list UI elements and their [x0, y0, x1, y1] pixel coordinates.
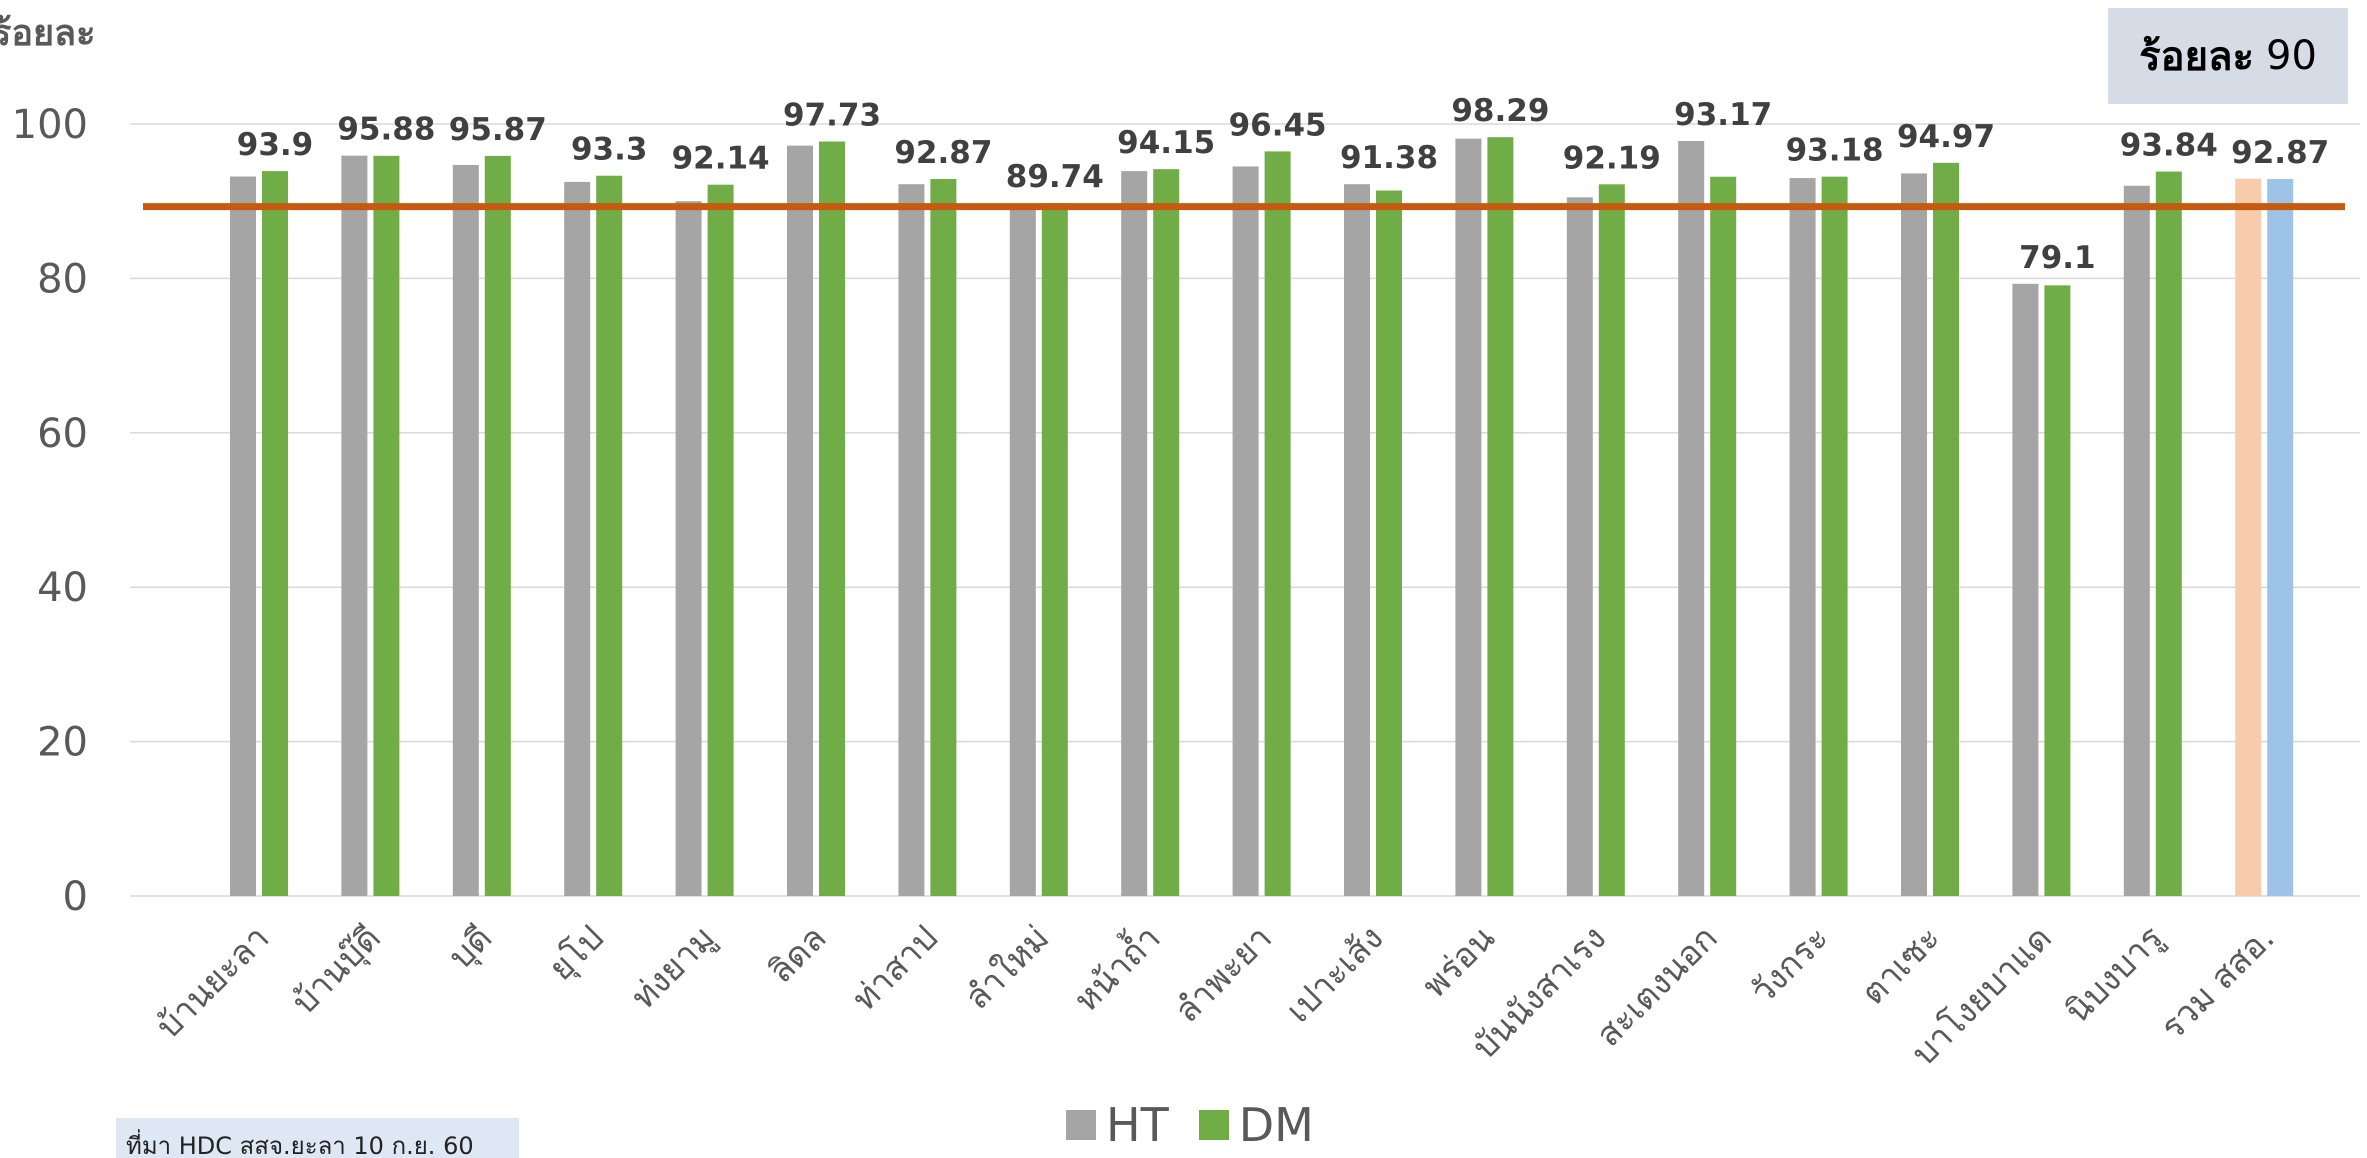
x-tick-label-0: บ้านยะลา	[149, 918, 278, 1047]
bar-dm-18	[2267, 179, 2294, 897]
bars	[230, 137, 2294, 897]
bar-dm-5	[819, 141, 845, 896]
bar-ht-12	[1566, 197, 1593, 897]
x-tick-label-8: หน้าถ้ำ	[1063, 915, 1169, 1021]
target-label-box: ร้อยละ 90	[2108, 8, 2348, 104]
data-label-0: 93.9	[237, 127, 314, 163]
bar-ht-4	[675, 201, 702, 896]
legend-label-dm: DM	[1238, 1098, 1314, 1152]
bar-dm-15	[1933, 162, 1959, 896]
bar-dm-14	[1821, 176, 1848, 897]
bar-ht-1	[341, 155, 368, 897]
bar-dm-6	[930, 179, 957, 897]
source-note: ที่มา HDC สสจ.ยะลา 10 ก.ย. 60	[116, 1118, 519, 1158]
bar-dm-16	[2044, 285, 2071, 896]
y-tick-label: 20	[37, 720, 88, 766]
y-axis-label: ร้อยละ	[0, 13, 96, 54]
data-label-15: 94.97	[1897, 119, 1995, 155]
x-tick-label-17: นิบงบารู	[2058, 918, 2171, 1031]
x-tick-label-1: บ้านบุ๊ดี	[284, 918, 388, 1022]
bar-ht-16	[2012, 283, 2039, 897]
x-tick-label-18: รวม สสอ.	[2153, 918, 2283, 1048]
data-labels: 93.9 95.88 95.87 93.3 92.14 97.73 92.87 89.74 94…	[237, 93, 2329, 276]
x-tick-label-11: พร่อน	[1415, 918, 1503, 1006]
data-label-6: 92.87	[894, 135, 992, 171]
data-label-2: 95.87	[449, 112, 547, 148]
bar-ht-0	[230, 176, 256, 897]
data-label-3: 93.3	[571, 132, 648, 168]
bar-dm-3	[596, 175, 623, 896]
bar-ht-8	[1121, 171, 1148, 897]
bar-dm-11	[1487, 137, 1514, 897]
x-tick-label-13: สะเตงนอก	[1589, 918, 1726, 1055]
data-label-13: 93.17	[1674, 97, 1772, 133]
x-tick-label-5: ลิดล	[761, 918, 834, 991]
bar-ht-6	[898, 184, 925, 896]
x-tick-label-15: ตาเซะ	[1854, 918, 1949, 1013]
bar-ht-13	[1678, 140, 1705, 896]
data-label-18: 92.87	[2231, 135, 2329, 171]
bar-dm-4	[707, 184, 734, 896]
data-label-16: 79.1	[2019, 240, 2096, 276]
bar-ht-15	[1901, 173, 1927, 896]
bar-dm-10	[1376, 190, 1402, 897]
y-tick-label: 100	[12, 102, 88, 148]
legend-item-dm: DM	[1198, 1098, 1314, 1152]
x-tick-label-9: ลำพะยา	[1167, 918, 1280, 1031]
y-tick-label: 40	[37, 565, 88, 611]
bar-dm-13	[1710, 176, 1737, 896]
target-label-value: 90	[2266, 33, 2317, 79]
data-label-14: 93.18	[1786, 133, 1884, 169]
y-axis-ticks: 0 20 40 60 80 100	[12, 102, 88, 920]
y-tick-label: 0	[63, 874, 88, 920]
bar-dm-0	[262, 171, 288, 897]
bar-ht-9	[1232, 166, 1259, 896]
bar-dm-17	[2155, 171, 2182, 897]
bar-dm-1	[373, 155, 400, 896]
data-label-7: 89.74	[1006, 159, 1104, 195]
x-tick-label-4: ท่งยามู	[624, 918, 723, 1017]
legend-label-ht: HT	[1106, 1098, 1169, 1152]
data-label-4: 92.14	[672, 141, 770, 177]
x-axis-ticks: บ้านยะลา บ้านบุ๊ดี บุดี ยุโป ท่งยามู ลิดล ท่าส…	[149, 915, 2283, 1074]
target-label-text: ร้อยละ	[2139, 34, 2255, 80]
bar-dm-2	[484, 155, 511, 896]
data-label-11: 98.29	[1451, 93, 1549, 129]
bar-ht-18	[2235, 178, 2262, 896]
bar-ht-5	[787, 145, 813, 897]
legend-swatch-ht	[1066, 1110, 1096, 1140]
legend-swatch-dm	[1198, 1110, 1229, 1140]
data-label-5: 97.73	[783, 98, 881, 134]
x-tick-label-7: ลำใหม่	[957, 918, 1057, 1018]
data-label-17: 93.84	[2120, 128, 2218, 164]
legend: HT DM	[1066, 1095, 1344, 1155]
data-label-10: 91.38	[1340, 140, 1438, 176]
data-label-12: 92.19	[1563, 140, 1661, 176]
y-tick-label: 80	[37, 256, 88, 302]
data-label-8: 94.15	[1117, 125, 1215, 161]
x-tick-label-14: วังกระ	[1743, 918, 1837, 1012]
x-tick-label-3: ยุโป	[541, 918, 612, 989]
bar-dm-8	[1153, 169, 1180, 897]
bar-ht-7	[1009, 205, 1036, 896]
data-label-1: 95.88	[337, 112, 435, 148]
bar-dm-12	[1598, 184, 1625, 896]
legend-item-ht: HT	[1066, 1098, 1169, 1152]
x-tick-label-2: บุดี	[441, 918, 500, 977]
x-tick-label-6: ท่าสาป	[845, 918, 946, 1019]
y-tick-label: 60	[37, 411, 88, 457]
x-tick-label-10: เปาะเส้ง	[1279, 918, 1392, 1031]
data-label-9: 96.45	[1229, 107, 1327, 143]
bar-ht-2	[452, 164, 479, 896]
bar-ht-3	[564, 181, 591, 896]
bar-dm-7	[1041, 203, 1068, 896]
bar-dm-9	[1264, 151, 1291, 896]
bar-ht-10	[1344, 184, 1370, 896]
bar-ht-14	[1789, 178, 1816, 897]
bar-ht-11	[1455, 138, 1482, 897]
bar-ht-17	[2123, 185, 2150, 896]
